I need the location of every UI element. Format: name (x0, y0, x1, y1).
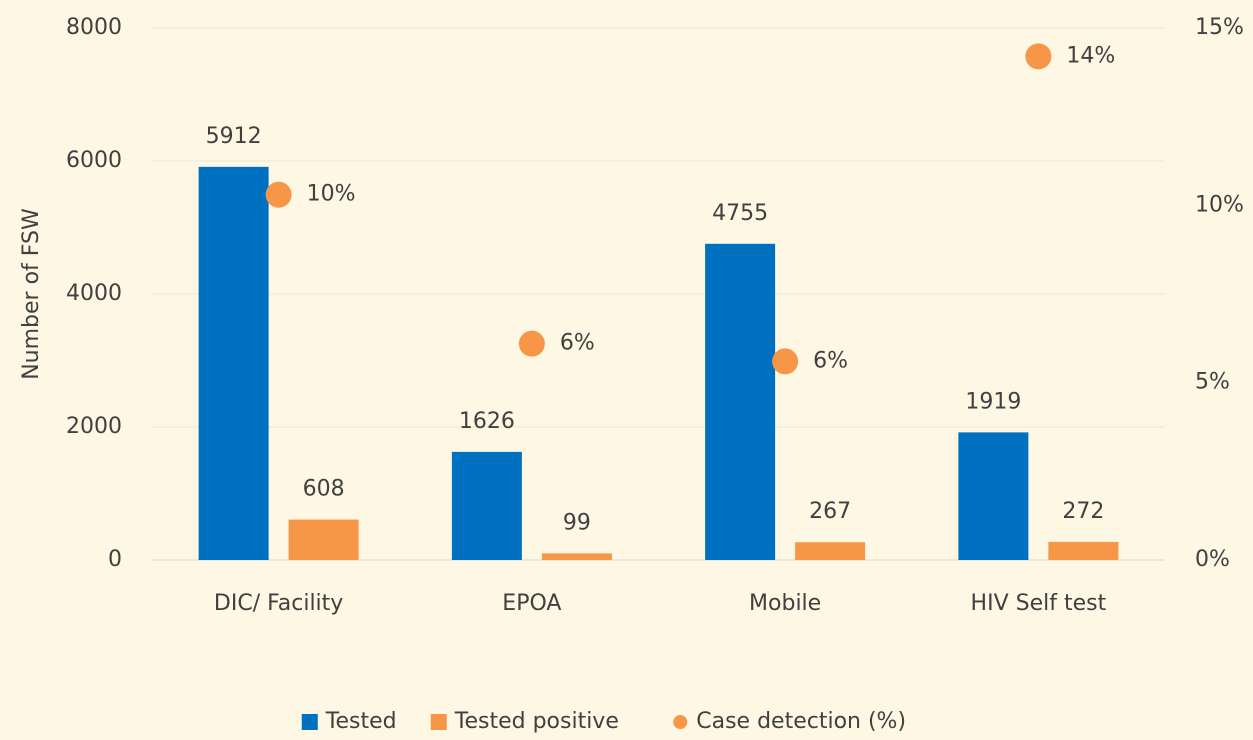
x-tick-label: EPOA (502, 591, 561, 616)
data-label: 99 (563, 510, 591, 535)
y-tick-label: 4000 (66, 281, 122, 306)
bar (795, 542, 866, 560)
bar (705, 243, 776, 561)
data-label: 1919 (965, 389, 1021, 414)
bar (1048, 541, 1119, 560)
y2-tick-label: 0% (1195, 547, 1230, 572)
y-tick-label: 0 (108, 547, 122, 572)
x-tick-label: HIV Self test (971, 591, 1107, 616)
y2-tick-label: 5% (1195, 370, 1230, 395)
data-label: 1626 (459, 409, 515, 434)
bar (198, 166, 269, 561)
y-tick-label: 8000 (66, 15, 122, 40)
scatter-dot (772, 348, 799, 375)
y-tick-label: 2000 (66, 414, 122, 439)
legend-swatch (301, 714, 318, 730)
data-label: 4755 (712, 201, 768, 226)
data-label: 267 (809, 499, 851, 524)
scatter-dot (1025, 43, 1052, 70)
legend-label: Case detection (%) (696, 709, 906, 734)
bar (288, 519, 359, 560)
x-tick-label: DIC/ Facility (214, 591, 343, 616)
y2-tick-label: 10% (1195, 192, 1244, 217)
scatter-dot (265, 181, 292, 208)
y-tick-label: 6000 (66, 148, 122, 173)
data-label: 608 (303, 477, 345, 502)
data-label: 5912 (206, 124, 262, 149)
data-label: 10% (307, 182, 356, 207)
data-label: 272 (1062, 499, 1104, 524)
bar (958, 432, 1029, 560)
data-label: 6% (813, 348, 848, 373)
data-label: 6% (560, 331, 595, 356)
data-label: 14% (1066, 43, 1115, 68)
y-axis-title: Number of FSW (19, 208, 44, 380)
legend-label: Tested positive (454, 709, 619, 734)
legend-swatch (430, 714, 447, 730)
legend-swatch (673, 715, 688, 729)
y2-tick-label: 15% (1195, 15, 1244, 40)
bar (451, 451, 522, 560)
x-tick-label: Mobile (749, 591, 821, 616)
legend-label: Tested (325, 709, 397, 734)
scatter-dot (518, 330, 545, 357)
bar (541, 553, 612, 560)
